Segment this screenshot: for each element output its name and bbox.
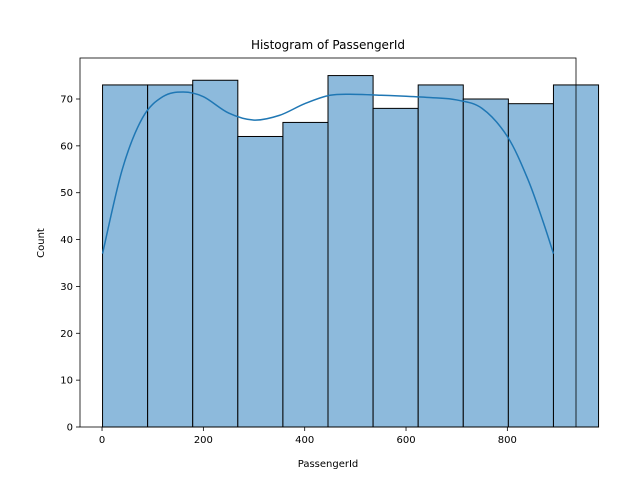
y-tick-label: 70	[60, 95, 73, 106]
histogram-bar	[282, 121, 329, 428]
y-tick-label: 10	[60, 376, 73, 387]
y-axis-ticks: 0 10 20 30 40 50 60 70	[60, 95, 80, 434]
histogram-bar	[417, 84, 464, 428]
x-tick-label: 600	[396, 435, 415, 446]
y-axis-label: Count	[36, 228, 47, 258]
kde-group	[101, 91, 555, 254]
x-axis-ticks: 0 200 400 600 800	[99, 427, 517, 446]
x-tick-label: 200	[194, 435, 213, 446]
histogram-bar	[507, 103, 554, 428]
kde-line	[101, 91, 555, 254]
histogram-bar	[102, 84, 149, 428]
x-tick-label: 400	[295, 435, 314, 446]
histogram-bar	[327, 75, 374, 428]
y-tick-label: 40	[60, 235, 73, 246]
bars-group	[102, 75, 600, 428]
y-tick-label: 50	[60, 188, 73, 199]
histogram-bar	[192, 79, 239, 428]
x-axis-label: PassengerId	[298, 459, 359, 470]
y-tick-label: 60	[60, 141, 73, 152]
histogram-bar	[372, 107, 419, 428]
y-tick-label: 30	[60, 282, 73, 293]
y-tick-label: 0	[67, 423, 73, 434]
x-tick-label: 0	[99, 435, 105, 446]
histogram-bar	[237, 135, 284, 428]
histogram-bar	[462, 98, 509, 428]
x-tick-label: 800	[498, 435, 517, 446]
plot-frame	[79, 57, 577, 428]
y-tick-label: 20	[60, 329, 73, 340]
chart-title: Histogram of PassengerId	[251, 38, 405, 52]
histogram-bar	[147, 84, 194, 428]
